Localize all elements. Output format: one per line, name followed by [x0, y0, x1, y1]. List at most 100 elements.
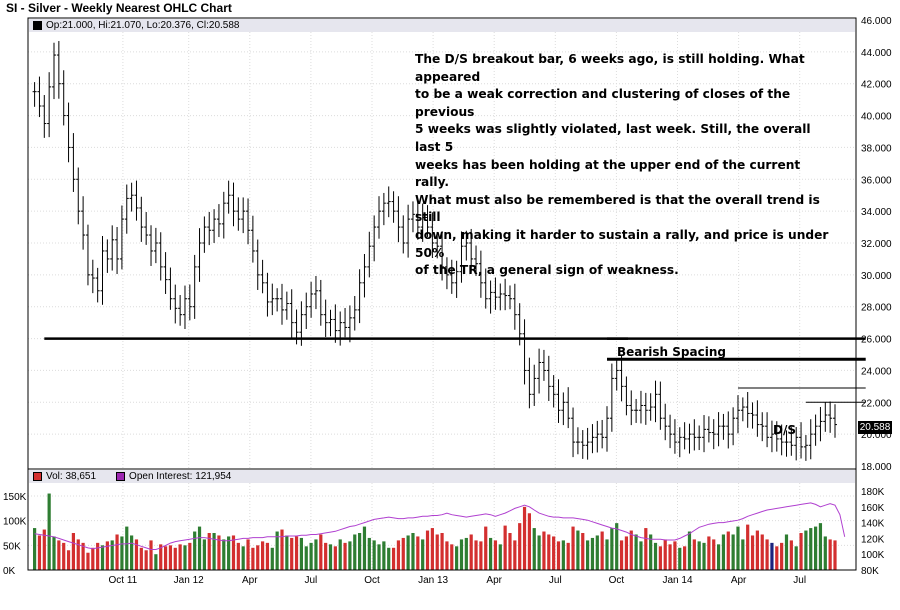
bearish-spacing-label: Bearish Spacing — [617, 345, 726, 359]
price-bar — [134, 180, 139, 221]
open-interest-tick-label: 80K — [861, 566, 879, 577]
volume-bar — [488, 537, 493, 570]
volume-bar — [736, 526, 740, 570]
price-bar — [391, 191, 396, 223]
price-bar — [745, 391, 750, 428]
volume-bar — [367, 537, 371, 570]
volume-bar — [459, 539, 464, 570]
volume-bar — [86, 552, 90, 570]
volume-bar — [595, 535, 599, 570]
volume-legend-bar — [29, 470, 855, 483]
price-bar — [168, 267, 173, 310]
volume-bar — [518, 523, 522, 570]
volume-bar — [260, 541, 265, 570]
open-interest-tick-label: 180K — [861, 487, 885, 498]
volume-tick-label: 0K — [3, 566, 16, 577]
price-bar — [415, 200, 420, 240]
volume-legend-swatch — [33, 472, 42, 481]
price-bar — [687, 423, 692, 454]
price-bar — [158, 232, 163, 281]
volume-bar — [91, 547, 95, 570]
volume-bar — [445, 541, 449, 570]
volume-bar — [411, 533, 415, 570]
volume-bar — [629, 530, 633, 570]
volume-bar — [813, 526, 818, 570]
price-bar — [153, 227, 158, 264]
volume-bar — [721, 534, 726, 570]
volume-bars — [33, 493, 837, 570]
price-bar — [304, 292, 309, 330]
price-bar — [750, 402, 755, 429]
price-bar — [575, 427, 580, 455]
volume-bar — [600, 531, 604, 570]
price-bar — [386, 186, 391, 218]
price-bar — [396, 196, 401, 243]
price-bar — [789, 427, 794, 456]
price-tick-label: 22.000 — [861, 398, 892, 409]
price-bar — [440, 231, 445, 281]
volume-bar — [343, 542, 347, 570]
price-legend-bar — [29, 19, 855, 32]
price-bar — [362, 254, 367, 298]
volume-bar — [697, 541, 701, 570]
volume-bar — [275, 531, 279, 570]
price-bar — [187, 284, 192, 321]
volume-bar — [828, 539, 832, 570]
price-bar — [129, 182, 134, 212]
price-tick-label: 40.000 — [861, 112, 892, 123]
price-bar — [236, 197, 241, 231]
price-tick-label: 28.000 — [861, 303, 892, 314]
volume-bar — [823, 536, 827, 570]
open-interest-axis-right: 180K 160K 140K 120K 100K 80K — [861, 487, 885, 577]
volume-bar — [581, 533, 585, 570]
price-bar — [658, 381, 663, 430]
volume-bar — [382, 541, 386, 570]
price-bar — [76, 167, 81, 225]
price-bar — [182, 285, 187, 330]
price-bar — [42, 95, 47, 138]
price-bar — [769, 420, 774, 453]
volume-bar — [687, 531, 692, 570]
price-bar — [90, 259, 95, 294]
volume-bar — [692, 539, 696, 570]
volume-bar — [668, 544, 672, 570]
volume-bar — [683, 546, 687, 570]
volume-bar — [227, 536, 231, 570]
volume-bar — [197, 526, 202, 570]
price-bar — [721, 413, 726, 440]
price-axis: 46.000 44.000 42.000 40.000 38.000 36.000 34.0… — [861, 16, 892, 473]
price-bar — [702, 415, 707, 453]
volume-bar — [96, 542, 100, 570]
volume-bar — [818, 523, 823, 570]
volume-bar — [789, 540, 793, 570]
price-bar — [794, 427, 799, 461]
volume-bar — [401, 537, 405, 570]
price-bar — [377, 196, 382, 239]
open-interest-tick-label: 160K — [861, 503, 885, 514]
volume-bar — [624, 536, 629, 570]
price-bar — [711, 419, 716, 450]
price-bar — [347, 305, 352, 343]
support-resistance-lines — [44, 337, 866, 403]
time-axis: Oct 11 Jan 12 Apr Jul Oct Jan 13 Apr Jul Oct Jan … — [109, 575, 807, 586]
volume-bar — [552, 536, 556, 570]
volume-bar — [309, 542, 313, 570]
price-tick-label: 26.000 — [861, 335, 892, 346]
price-bar — [740, 397, 745, 422]
price-bar — [697, 425, 702, 451]
price-bar — [265, 272, 270, 317]
volume-tick-label: 150K — [3, 492, 27, 503]
price-bar — [629, 390, 634, 426]
price-bar — [706, 416, 711, 443]
volume-bar — [299, 537, 303, 570]
volume-bar — [377, 544, 381, 570]
price-bar — [760, 412, 765, 442]
price-bar — [197, 228, 202, 282]
price-bar — [522, 319, 527, 385]
volume-bar — [716, 544, 721, 570]
price-tick-label: 20.000 — [861, 430, 892, 441]
commentary-line: The D/S breakout bar, 6 weeks ago, is st… — [415, 52, 805, 84]
price-tick-label: 46.000 — [861, 16, 892, 27]
time-tick-label: Jan 13 — [418, 575, 448, 586]
